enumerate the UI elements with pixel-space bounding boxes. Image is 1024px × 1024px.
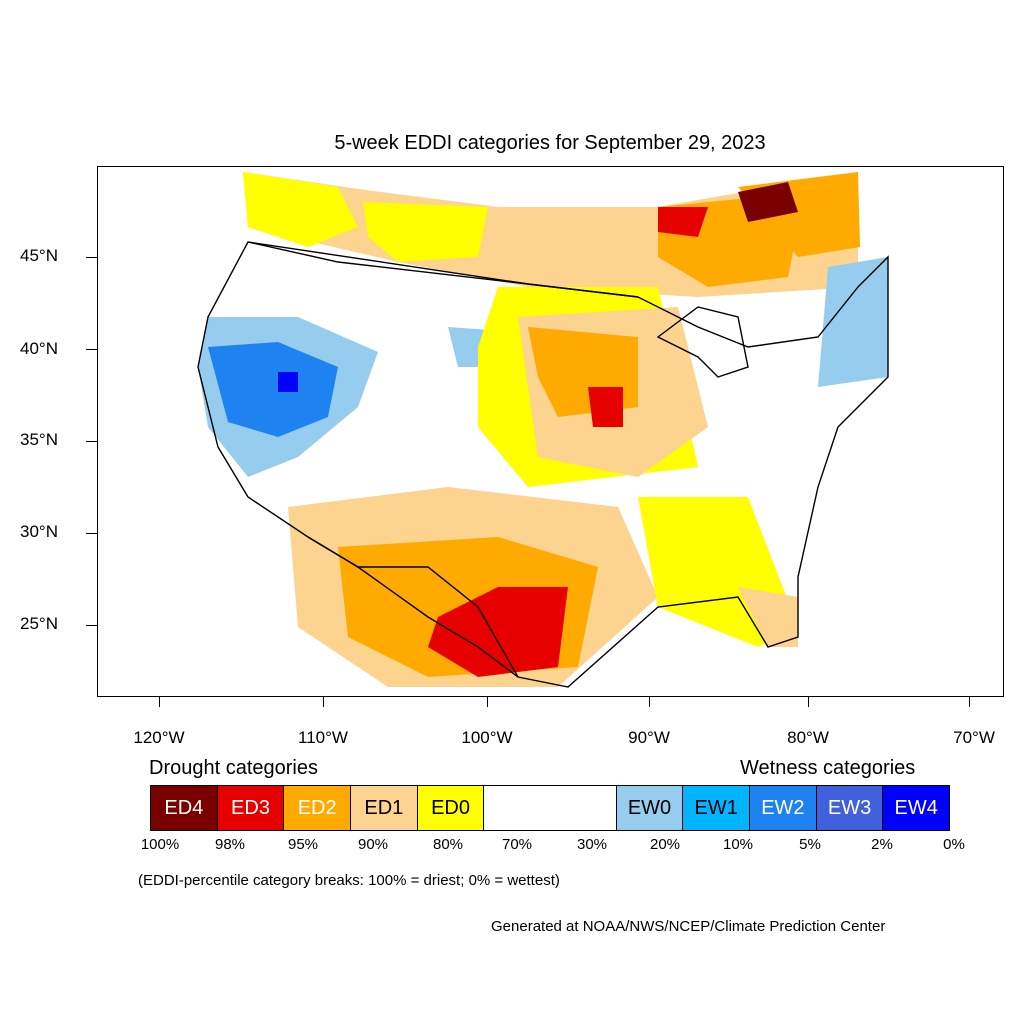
lat-tick xyxy=(86,625,97,626)
legend-cell-ed2: ED2 xyxy=(284,786,352,830)
category-note: (EDDI-percentile category breaks: 100% =… xyxy=(138,872,560,889)
canada-border xyxy=(247,241,639,298)
drought-heading: Drought categories xyxy=(149,757,318,779)
pct-label: 5% xyxy=(799,836,821,853)
lon-label-120w: 120°W xyxy=(133,728,185,747)
lat-label-40n: 40°N xyxy=(20,339,58,358)
map-canvas xyxy=(197,172,889,688)
lat-tick xyxy=(86,533,97,534)
legend-cell-neutral xyxy=(484,786,617,830)
lon-tick xyxy=(323,697,324,707)
shade-ed1-florida xyxy=(738,587,798,647)
lon-tick xyxy=(969,697,970,707)
shade-ed4-ne xyxy=(738,182,798,222)
shade-ed0-north xyxy=(243,172,358,247)
legend-cell-ew2: EW2 xyxy=(750,786,817,830)
legend-cell-ed1: ED1 xyxy=(351,786,418,830)
lon-tick xyxy=(808,697,809,707)
legend-cell-ew4: EW4 xyxy=(883,786,950,830)
legend-cell-ew0: EW0 xyxy=(616,786,684,830)
lat-label-35n: 35°N xyxy=(20,430,58,449)
pct-label: 98% xyxy=(214,836,246,853)
pct-label: 30% xyxy=(576,836,608,853)
us-outline xyxy=(197,241,889,688)
lon-tick xyxy=(487,697,488,707)
lon-tick xyxy=(159,697,160,707)
shade-ew0-ne xyxy=(818,257,888,387)
lon-label-90w: 90°W xyxy=(628,728,670,747)
pct-label: 95% xyxy=(287,836,319,853)
credit-line: Generated at NOAA/NWS/NCEP/Climate Predi… xyxy=(491,918,886,935)
mexico-border xyxy=(307,536,519,678)
shade-ed3-texas xyxy=(428,587,568,677)
pct-label: 90% xyxy=(357,836,389,853)
pct-label: 10% xyxy=(722,836,754,853)
lon-label-80w: 80°W xyxy=(787,728,829,747)
lat-tick xyxy=(86,441,97,442)
legend-cell-ed4: ED4 xyxy=(151,786,218,830)
pct-label: 0% xyxy=(943,836,965,853)
eddi-map xyxy=(97,166,1004,697)
boundaries xyxy=(197,241,889,688)
lat-label-45n: 45°N xyxy=(20,246,58,265)
shade-ed3-midwest xyxy=(588,387,623,427)
legend-cell-ed3: ED3 xyxy=(217,786,285,830)
pct-label: 100% xyxy=(140,836,180,853)
lat-tick xyxy=(86,257,97,258)
lon-label-100w: 100°W xyxy=(461,728,513,747)
pct-label: 80% xyxy=(432,836,464,853)
lon-label-110w: 110°W xyxy=(298,728,348,747)
pct-label: 2% xyxy=(871,836,893,853)
shade-ed3-ne xyxy=(658,207,708,237)
shade-ed0-north2 xyxy=(363,202,488,262)
shade-ew4-west xyxy=(278,372,298,392)
lat-label-25n: 25°N xyxy=(20,614,58,633)
wetness-heading: Wetness categories xyxy=(740,757,916,779)
shade-ew2-west xyxy=(208,342,338,437)
map-title: 5-week EDDI categories for September 29,… xyxy=(334,132,766,154)
category-shading xyxy=(198,172,888,687)
lat-tick xyxy=(86,349,97,350)
pct-label: 20% xyxy=(649,836,681,853)
legend-cell-ew1: EW1 xyxy=(683,786,751,830)
pct-label: 70% xyxy=(501,836,533,853)
legend-cell-ed0: ED0 xyxy=(417,786,485,830)
great-lakes xyxy=(656,306,749,378)
legend-cell-ew3: EW3 xyxy=(816,786,884,830)
lat-label-30n: 30°N xyxy=(20,522,58,541)
lon-label-70w: 70°W xyxy=(953,728,995,747)
lon-tick xyxy=(649,697,650,707)
legend-colorbar: ED4 ED3 ED2 ED1 ED0 EW0 EW1 EW2 EW3 EW4 xyxy=(150,785,950,831)
